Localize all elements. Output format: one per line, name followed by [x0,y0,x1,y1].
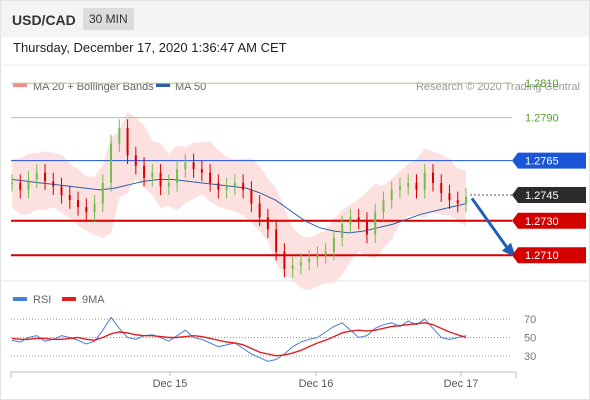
x-tick-label: Dec 17 [444,378,479,390]
price-panel: 1.2810 1.2790 1.2765 1.2745 1.2730 1.2710 [11,78,586,290]
price-tag-1.2810: 1.2810 [525,78,559,90]
candle-body [365,220,368,235]
candle-body [143,165,146,178]
candle-body [299,262,302,266]
candle-body [85,207,88,213]
candle-body [341,224,344,238]
candle-body [242,182,245,190]
candle-body [283,251,286,269]
candle-body [110,143,113,183]
rsi-panel: 30 50 70 [11,314,536,363]
rsi-legend-swatch [13,297,27,301]
candle-body [324,251,327,256]
candle-body [398,186,401,190]
timestamp: Thursday, December 17, 2020 1:36:47 AM C… [13,40,287,55]
candle-body [11,182,13,184]
price-tag-bg [512,152,586,169]
candle-body [126,127,129,156]
candle-body [192,162,195,170]
candle-body [68,195,71,201]
price-tag-1.2710: 1.2710 [525,250,559,262]
candle-body [233,182,236,187]
ma20-legend-label: MA 20 + Bollinger Bands [33,81,154,93]
candle-body [465,196,467,204]
candle-body [159,172,162,187]
x-tick-label: Dec 15 [153,378,188,390]
timeframe-badge[interactable]: 30 MIN [83,8,134,30]
candle-body [382,200,385,213]
ma20-legend-swatch [13,83,27,87]
candle-body [200,169,203,173]
candle-body [258,203,261,218]
ma50-legend-label: MA 50 [175,81,206,93]
candle-body [423,172,426,190]
candle-body [176,169,179,183]
candle-body [19,182,22,190]
candle-body [308,258,311,263]
candle-body [266,217,269,230]
rsi-tick-label: 30 [524,351,536,363]
price-tag-bg [512,247,586,264]
price-tag-1.2790: 1.2790 [525,113,559,125]
candle-body [332,238,335,252]
candle-body [431,172,434,183]
currency-pair-title: USD/CAD [12,12,76,28]
candle-body [316,255,319,259]
candle-body [151,172,154,178]
credit-text: Research © 2020 Trading Central [416,81,580,93]
rsi-legend-label: RSI [33,294,51,306]
candle-body [77,200,80,208]
candle-body [275,229,278,252]
candle-body [118,127,121,144]
candle-body [60,186,63,195]
candle-body [44,172,47,182]
candle-body [209,172,212,183]
price-tag-bg [512,212,586,229]
bollinger-band [12,111,466,290]
forecast-arrow [470,197,512,253]
candle-body [349,217,352,225]
candle-body [225,186,228,190]
candle-body [184,162,187,170]
candle-body [167,182,170,187]
price-tag-1.2730: 1.2730 [525,216,559,228]
candle-body [35,172,38,180]
price-tag-bg [512,187,586,203]
x-axis-ticks: Dec 15 Dec 16 Dec 17 [153,372,479,390]
candle-body [357,217,360,221]
ma50-line [11,179,467,234]
candle-body [101,182,104,204]
ma9-legend-swatch [62,297,76,301]
x-tick-label: Dec 16 [299,378,334,390]
candle-body [448,193,451,201]
candle-body [134,155,137,166]
candle-body [456,200,459,204]
price-tag-1.2765: 1.2765 [525,156,559,168]
candle-body [93,203,96,213]
ma9-line [11,322,467,357]
candle-body [415,182,418,190]
candle-body [217,182,220,190]
rsi-tick-label: 70 [524,314,536,326]
candle-body [390,189,393,201]
candle-body [52,181,55,187]
candle-body [407,182,410,187]
candle-body [291,265,294,269]
ma50-legend-swatch [156,83,170,87]
candle-body [27,179,30,190]
candle-body [250,189,253,204]
chart-header: USD/CAD 30 MIN [1,1,589,37]
ma9-legend-label: 9MA [82,294,105,306]
rsi-tick-label: 50 [524,333,536,345]
rsi-line [11,316,467,362]
candle-body [440,182,443,194]
price-tag-1.2745: 1.2745 [525,190,559,202]
candle-body [374,212,377,235]
forecast-arrowhead [502,242,516,258]
